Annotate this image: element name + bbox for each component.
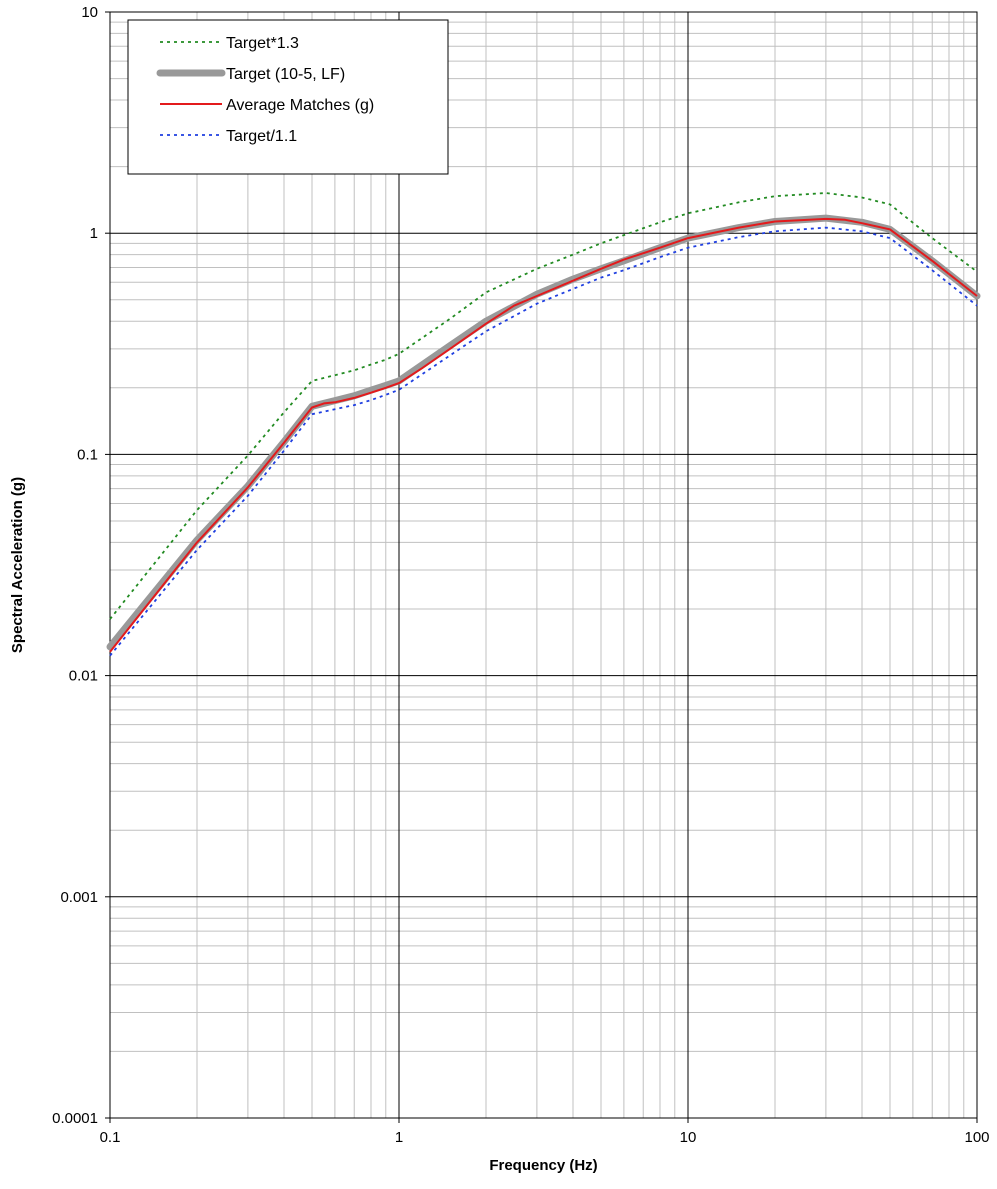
y-tick-label: 0.001: [60, 889, 98, 906]
series-line-average-matches-g: [109, 217, 978, 653]
x-tick-label: 100: [964, 1129, 989, 1146]
y-axis-title: Spectral Acceleration (g): [9, 477, 26, 653]
x-tick-label: 1: [395, 1129, 403, 1146]
y-axis-tick-labels: 0.0001 0.001 0.01 0.1 1 10: [52, 4, 110, 1127]
legend-label: Target/1.1: [226, 128, 297, 145]
legend-label: Target (10-5, LF): [226, 66, 345, 83]
y-tick-label: 0.01: [69, 668, 98, 685]
series-lines: [106, 192, 981, 657]
legend: Target*1.3 Target (10-5, LF) Average Match…: [127, 19, 449, 175]
major-gridlines: [110, 12, 977, 1118]
minor-gridlines: [110, 12, 977, 1118]
x-tick-label: 10: [680, 1129, 697, 1146]
series-line-target-1-1: [109, 226, 978, 657]
x-axis-title: Frequency (Hz): [489, 1157, 597, 1174]
legend-label: Target*1.3: [226, 35, 299, 52]
series-line-target-1-3: [109, 192, 978, 620]
y-tick-label: 0.0001: [52, 1110, 98, 1127]
legend-box: [127, 19, 449, 175]
y-tick-label: 0.1: [77, 446, 98, 463]
legend-label: Average Matches (g): [226, 97, 374, 114]
plot-area-frame: [109, 11, 978, 1119]
y-tick-label: 1: [90, 225, 98, 242]
x-tick-label: 0.1: [100, 1129, 121, 1146]
y-tick-label: 10: [81, 4, 98, 21]
x-axis-tick-labels: 0.1 1 10 100: [100, 1118, 990, 1146]
